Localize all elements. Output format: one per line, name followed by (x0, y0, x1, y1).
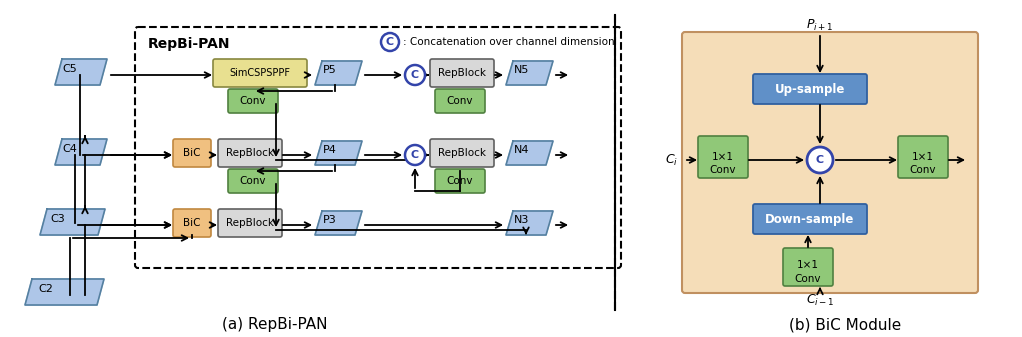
Polygon shape (315, 141, 362, 165)
Text: N4: N4 (514, 145, 529, 155)
Text: (b) BiC Module: (b) BiC Module (789, 317, 901, 333)
Text: Conv: Conv (447, 96, 473, 106)
FancyBboxPatch shape (173, 139, 211, 167)
Text: C: C (816, 155, 824, 165)
FancyBboxPatch shape (698, 136, 748, 178)
Text: RepBi-PAN: RepBi-PAN (148, 37, 231, 51)
Text: 1×1: 1×1 (797, 260, 819, 270)
Polygon shape (315, 211, 362, 235)
Polygon shape (506, 211, 553, 235)
FancyBboxPatch shape (435, 89, 485, 113)
Text: C4: C4 (62, 144, 77, 154)
FancyBboxPatch shape (753, 74, 867, 104)
Text: C: C (386, 37, 394, 47)
Text: RepBlock: RepBlock (438, 68, 486, 78)
Polygon shape (25, 279, 104, 305)
Text: Conv: Conv (709, 165, 736, 175)
FancyBboxPatch shape (898, 136, 948, 178)
Text: Up-sample: Up-sample (775, 84, 845, 96)
Text: P3: P3 (323, 215, 337, 225)
Text: Conv: Conv (795, 274, 822, 284)
FancyBboxPatch shape (228, 169, 278, 193)
FancyBboxPatch shape (228, 89, 278, 113)
Text: P5: P5 (323, 65, 337, 75)
FancyBboxPatch shape (430, 139, 494, 167)
FancyBboxPatch shape (218, 139, 282, 167)
FancyBboxPatch shape (783, 248, 833, 286)
Text: Conv: Conv (240, 96, 267, 106)
Text: Conv: Conv (240, 176, 267, 186)
Text: RepBlock: RepBlock (226, 148, 274, 158)
Polygon shape (315, 61, 362, 85)
Text: Conv: Conv (447, 176, 473, 186)
Text: Conv: Conv (910, 165, 936, 175)
FancyBboxPatch shape (430, 59, 494, 87)
Text: $P_{i+1}$: $P_{i+1}$ (806, 18, 834, 33)
FancyBboxPatch shape (213, 59, 307, 87)
Text: C2: C2 (38, 284, 53, 294)
Text: N3: N3 (514, 215, 529, 225)
Text: 1×1: 1×1 (912, 152, 934, 162)
Circle shape (405, 145, 425, 165)
FancyBboxPatch shape (173, 209, 211, 237)
Text: : Concatenation over channel dimension: : Concatenation over channel dimension (403, 37, 614, 47)
Circle shape (807, 147, 833, 173)
Text: SimCSPSPPF: SimCSPSPPF (230, 68, 290, 78)
Text: C5: C5 (62, 64, 77, 74)
Text: RepBlock: RepBlock (226, 218, 274, 228)
Text: $C_i$: $C_i$ (665, 152, 679, 167)
Polygon shape (55, 59, 107, 85)
Text: C3: C3 (50, 214, 64, 224)
Text: RepBlock: RepBlock (438, 148, 486, 158)
Text: BiC: BiC (183, 148, 200, 158)
Polygon shape (55, 139, 107, 165)
Text: (a) RepBi-PAN: (a) RepBi-PAN (222, 317, 328, 333)
Text: C: C (411, 70, 419, 80)
Text: N5: N5 (514, 65, 529, 75)
Circle shape (405, 65, 425, 85)
Polygon shape (506, 61, 553, 85)
Polygon shape (40, 209, 105, 235)
Text: Down-sample: Down-sample (765, 214, 854, 226)
Text: BiC: BiC (183, 218, 200, 228)
Polygon shape (506, 141, 553, 165)
Text: $C_{i-1}$: $C_{i-1}$ (805, 293, 834, 308)
Text: 1×1: 1×1 (712, 152, 734, 162)
Text: C: C (411, 150, 419, 160)
FancyBboxPatch shape (435, 169, 485, 193)
FancyBboxPatch shape (753, 204, 867, 234)
FancyBboxPatch shape (682, 32, 978, 293)
Text: P4: P4 (323, 145, 337, 155)
FancyBboxPatch shape (218, 209, 282, 237)
Circle shape (381, 33, 399, 51)
